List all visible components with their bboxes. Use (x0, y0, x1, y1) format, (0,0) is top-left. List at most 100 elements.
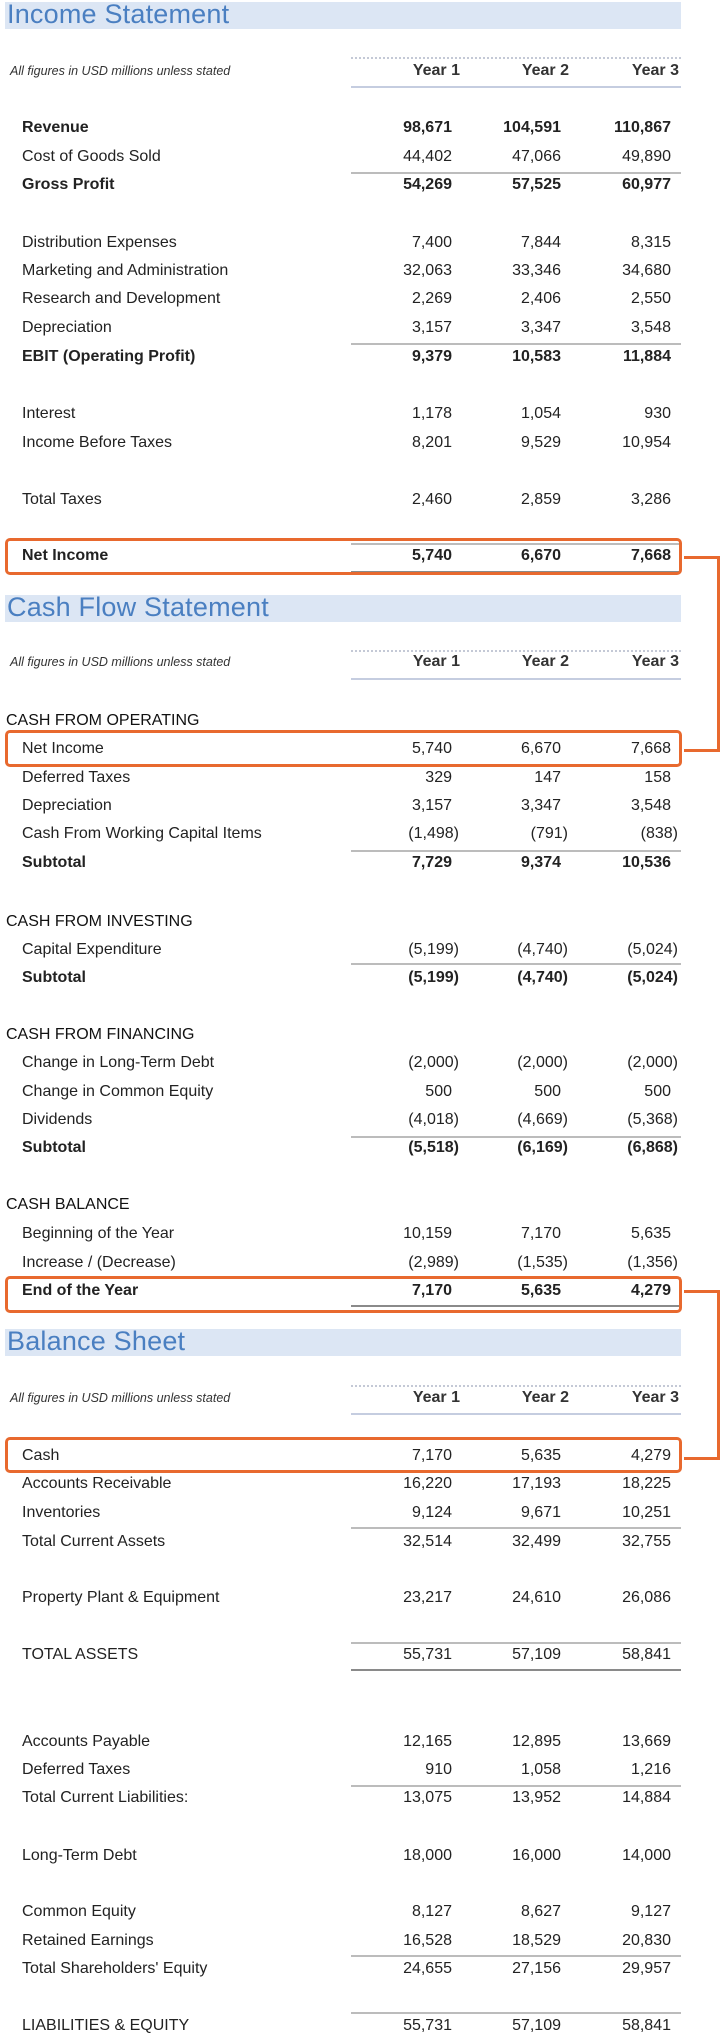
value-year-2: (1,535) (517, 1254, 568, 1271)
table-row-retained-earnings: Retained Earnings 16,528 18,529 20,830 (0, 1930, 690, 1952)
row-label: Long-Term Debt (22, 1847, 137, 1864)
value-year-1: (2,989) (408, 1254, 459, 1271)
value-year-2: 27,156 (512, 1960, 561, 1977)
header-rule (351, 1413, 681, 1415)
value-year-1: 24,655 (403, 1960, 452, 1977)
value-year-1: 23,217 (403, 1589, 452, 1606)
table-row-ebit-operating-profit: EBIT (Operating Profit) 9,379 10,583 11,884 (0, 346, 690, 368)
value-year-2: 9,529 (520, 434, 561, 451)
row-label: LIABILITIES & EQUITY (22, 2017, 190, 2034)
value-year-3: 58,841 (622, 2017, 671, 2034)
value-year-2: 7,844 (520, 234, 561, 251)
value-year-2: (791) (530, 825, 568, 842)
value-year-2: 57,109 (512, 1646, 561, 1663)
value-year-3: 10,251 (622, 1504, 671, 1521)
cash-flow-statement-title: Cash Flow Statement (7, 592, 269, 622)
value-year-1: 8,127 (411, 1903, 452, 1920)
table-row-total-taxes: Total Taxes 2,460 2,859 3,286 (0, 489, 690, 511)
value-year-3: 7,668 (630, 547, 671, 564)
table-row-total-current-liabilities: Total Current Liabilities: 13,075 13,952 14… (0, 1787, 690, 1809)
column-header-year-1: Year 1 (412, 653, 460, 670)
value-year-2: (2,000) (517, 1054, 568, 1071)
value-year-1: 16,528 (403, 1932, 452, 1949)
column-header-year-2: Year 2 (521, 653, 569, 670)
table-row-common-equity: Common Equity 8,127 8,627 9,127 (0, 1901, 690, 1923)
total-rule (351, 1785, 681, 1787)
value-year-3: 1,216 (630, 1761, 671, 1778)
value-year-3: 930 (644, 405, 671, 422)
table-row-total-current-assets: Total Current Assets 32,514 32,499 32,755 (0, 1531, 690, 1553)
header-rule (351, 86, 681, 88)
value-year-2: (4,740) (517, 969, 568, 986)
row-label: Inventories (22, 1504, 101, 1521)
row-label: CASH FROM FINANCING (6, 1026, 195, 1043)
table-row-depreciation: Depreciation 3,157 3,347 3,548 (0, 795, 690, 817)
section-heading-cash-from-investing: CASH FROM INVESTING (0, 911, 690, 933)
value-year-1: (5,518) (408, 1139, 459, 1156)
value-year-3: 3,548 (630, 797, 671, 814)
value-year-3: 29,957 (622, 1960, 671, 1977)
total-rule (351, 1136, 681, 1138)
row-label: Capital Expenditure (22, 941, 162, 958)
row-label: TOTAL ASSETS (22, 1646, 139, 1663)
value-year-3: 20,830 (622, 1932, 671, 1949)
value-year-3: 14,884 (622, 1789, 671, 1806)
value-year-1: 7,400 (411, 234, 452, 251)
value-year-2: 9,671 (520, 1504, 561, 1521)
table-row-interest: Interest 1,178 1,054 930 (0, 403, 690, 425)
value-year-1: (5,199) (408, 941, 459, 958)
table-row-deferred-taxes: Deferred Taxes 910 1,058 1,216 (0, 1759, 690, 1781)
row-label: Cost of Goods Sold (22, 148, 161, 165)
value-year-2: 2,406 (520, 290, 561, 307)
value-year-1: 3,157 (411, 319, 452, 336)
section-heading-cash-from-financing: CASH FROM FINANCING (0, 1024, 690, 1046)
column-header-year-3: Year 3 (631, 62, 679, 79)
table-row-research-and-development: Research and Development 2,269 2,406 2,550 (0, 288, 690, 310)
section-heading-cash-from-operating: CASH FROM OPERATING (0, 710, 690, 732)
row-label: Cash (22, 1447, 60, 1464)
row-label: Common Equity (22, 1903, 136, 1920)
highlight-cash (5, 1437, 682, 1473)
value-year-2: 10,583 (512, 348, 561, 365)
row-label: Research and Development (22, 290, 221, 307)
value-year-1: 2,460 (411, 491, 452, 508)
table-row-increase-decrease: Increase / (Decrease) (2,989) (1,535) (1,35… (0, 1252, 690, 1274)
value-year-3: 8,315 (630, 234, 671, 251)
value-year-2: 6,670 (520, 547, 561, 564)
table-row-change-in-long-term-debt: Change in Long-Term Debt (2,000) (2,000) (2… (0, 1052, 690, 1074)
balance-sheet-title-bar: Balance Sheet (5, 1326, 681, 1356)
value-year-2: 13,952 (512, 1789, 561, 1806)
row-label: EBIT (Operating Profit) (22, 348, 196, 365)
row-label: Gross Profit (22, 176, 115, 193)
value-year-3: 10,536 (622, 854, 671, 871)
table-row-capital-expenditure: Capital Expenditure (5,199) (4,740) (5,024) (0, 939, 690, 961)
table-row-subtotal: Subtotal (5,518) (6,169) (6,868) (0, 1137, 690, 1159)
value-year-3: 14,000 (622, 1847, 671, 1864)
income-statement-title: Income Statement (7, 0, 230, 29)
table-row-revenue: Revenue 98,671 104,591 110,867 (0, 117, 690, 139)
row-label: Net Income (22, 547, 109, 564)
header-rule (351, 650, 681, 652)
value-year-1: (5,199) (408, 969, 459, 986)
value-year-2: 47,066 (512, 148, 561, 165)
value-year-1: 5,740 (411, 740, 452, 757)
row-label: Accounts Payable (22, 1733, 151, 1750)
value-year-3: 13,669 (622, 1733, 671, 1750)
value-year-1: 910 (425, 1761, 452, 1778)
table-row-net-income: Net Income 5,740 6,670 7,668 (0, 545, 690, 567)
cash-flow-statement-units-note: All figures in USD millions unless state… (10, 655, 231, 669)
section-heading-cash-balance: CASH BALANCE (0, 1194, 690, 1216)
value-year-3: 32,755 (622, 1533, 671, 1550)
row-label: CASH BALANCE (6, 1196, 130, 1213)
value-year-1: 12,165 (403, 1733, 452, 1750)
row-label: Deferred Taxes (22, 769, 131, 786)
value-year-3: 58,841 (622, 1646, 671, 1663)
value-year-3: (5,024) (627, 941, 678, 958)
value-year-3: (6,868) (627, 1139, 678, 1156)
table-row-cash: Cash 7,170 5,635 4,279 (0, 1445, 690, 1467)
connector-cash (684, 1290, 720, 1460)
row-label: Total Current Assets (22, 1533, 166, 1550)
value-year-1: 329 (425, 769, 452, 786)
value-year-2: 16,000 (512, 1847, 561, 1864)
column-header-year-3: Year 3 (631, 653, 679, 670)
